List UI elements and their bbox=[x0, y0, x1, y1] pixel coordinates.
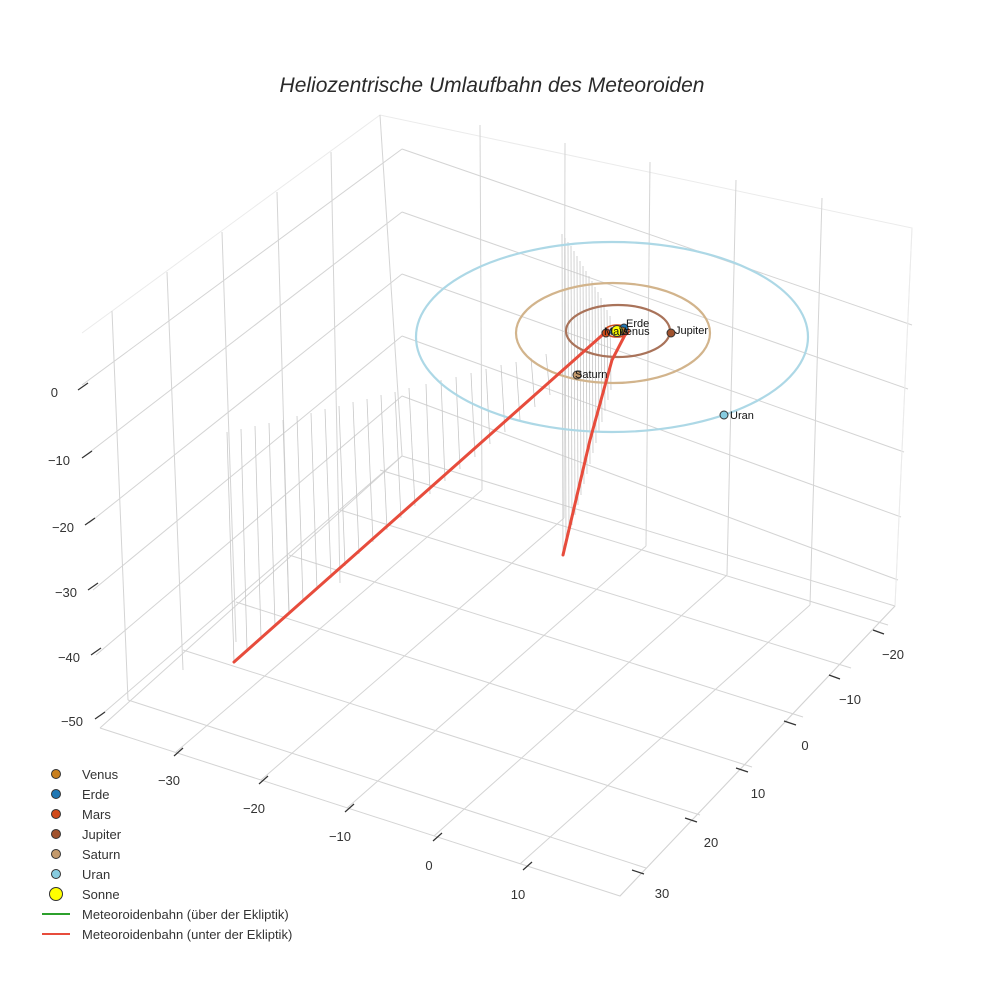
z-tick-label: 0 bbox=[51, 385, 58, 400]
y-tick-label: 10 bbox=[751, 786, 765, 801]
x-tick-label: −10 bbox=[329, 829, 351, 844]
z-tick-label: −30 bbox=[55, 585, 77, 600]
legend-label: Uran bbox=[82, 866, 111, 882]
y-tick-label: 20 bbox=[704, 835, 718, 850]
legend-label: Meteoroidenbahn (unter der Ekliptik) bbox=[82, 926, 293, 942]
x-tick-label: −20 bbox=[243, 801, 265, 816]
legend: Venus Erde Mars Jupiter Saturn Uran Sonn… bbox=[36, 764, 292, 944]
legend-label: Venus bbox=[82, 766, 119, 782]
z-tick-label: −40 bbox=[58, 650, 80, 665]
legend-label: Saturn bbox=[82, 846, 121, 862]
sun-marker[interactable] bbox=[611, 325, 623, 337]
venus-legend-marker-icon bbox=[51, 769, 61, 779]
legend-label: Meteoroidenbahn (über der Ekliptik) bbox=[82, 906, 289, 922]
legend-item-uran[interactable]: Uran bbox=[36, 864, 292, 884]
y-axis: −20 −10 0 10 20 30 bbox=[631, 629, 904, 901]
erde-legend-marker-icon bbox=[51, 789, 61, 799]
jupiter-label: Jupiter bbox=[675, 325, 708, 337]
z-tick-label: −50 bbox=[61, 714, 83, 729]
planet-labels: Mars Venus Erde Jupiter Saturn Uran bbox=[575, 318, 754, 422]
saturn-legend-marker-icon bbox=[51, 849, 61, 859]
y-tick-label: −10 bbox=[839, 692, 861, 707]
mars-legend-marker-icon bbox=[51, 809, 61, 819]
legend-item-path-below[interactable]: Meteoroidenbahn (unter der Ekliptik) bbox=[36, 924, 292, 944]
saturn-marker[interactable] bbox=[572, 370, 582, 380]
erde-label: Erde bbox=[626, 318, 649, 330]
red-line-legend-icon bbox=[42, 933, 70, 935]
drop-lines bbox=[226, 233, 612, 663]
z-tick-label: −10 bbox=[48, 453, 70, 468]
legend-label: Sonne bbox=[82, 886, 120, 902]
venus-label: Venus bbox=[619, 326, 650, 338]
x-tick-label: −30 bbox=[158, 773, 180, 788]
uran-legend-marker-icon bbox=[51, 869, 61, 879]
mars-label: Mars bbox=[604, 326, 629, 338]
legend-label: Erde bbox=[82, 786, 110, 802]
y-tick-label: 30 bbox=[655, 886, 669, 901]
x-tick-label: 0 bbox=[425, 858, 432, 873]
jupiter-legend-marker-icon bbox=[51, 829, 61, 839]
z-axis: 0 −10 −20 −30 −40 −50 bbox=[48, 382, 106, 729]
x-tick-label: 10 bbox=[511, 887, 525, 902]
legend-item-mars[interactable]: Mars bbox=[36, 804, 292, 824]
y-tick-label: −20 bbox=[882, 647, 904, 662]
jupiter-marker[interactable] bbox=[666, 328, 676, 338]
orbits bbox=[414, 240, 810, 434]
meteoroid-path-below-ecliptic-1 bbox=[232, 328, 610, 664]
chart-title: Heliozentrische Umlaufbahn des Meteoroid… bbox=[279, 74, 705, 97]
legend-item-sonne[interactable]: Sonne bbox=[36, 884, 292, 904]
uran-marker[interactable] bbox=[719, 410, 729, 420]
saturn-orbit bbox=[514, 281, 712, 385]
legend-item-path-above[interactable]: Meteoroidenbahn (über der Ekliptik) bbox=[36, 904, 292, 924]
saturn-label: Saturn bbox=[575, 369, 607, 381]
legend-item-erde[interactable]: Erde bbox=[36, 784, 292, 804]
sun-legend-marker-icon bbox=[49, 887, 63, 901]
meteoroid-paths bbox=[232, 328, 628, 664]
legend-item-venus[interactable]: Venus bbox=[36, 764, 292, 784]
planet-markers[interactable] bbox=[572, 323, 729, 420]
z-tick-label: −20 bbox=[52, 520, 74, 535]
uran-label: Uran bbox=[730, 410, 754, 422]
mars-marker[interactable] bbox=[601, 328, 611, 338]
legend-item-jupiter[interactable]: Jupiter bbox=[36, 824, 292, 844]
legend-label: Jupiter bbox=[82, 826, 122, 842]
back-wall-right bbox=[401, 124, 913, 607]
legend-item-saturn[interactable]: Saturn bbox=[36, 844, 292, 864]
green-line-legend-icon bbox=[42, 913, 70, 915]
floor-grid bbox=[99, 455, 896, 897]
y-tick-label: 0 bbox=[801, 738, 808, 753]
x-axis: −30 −20 −10 0 10 bbox=[158, 747, 533, 902]
legend-label: Mars bbox=[82, 806, 111, 822]
meteoroid-path-below-ecliptic-2 bbox=[561, 331, 628, 557]
back-wall-left bbox=[81, 114, 913, 717]
uran-orbit bbox=[414, 240, 810, 434]
